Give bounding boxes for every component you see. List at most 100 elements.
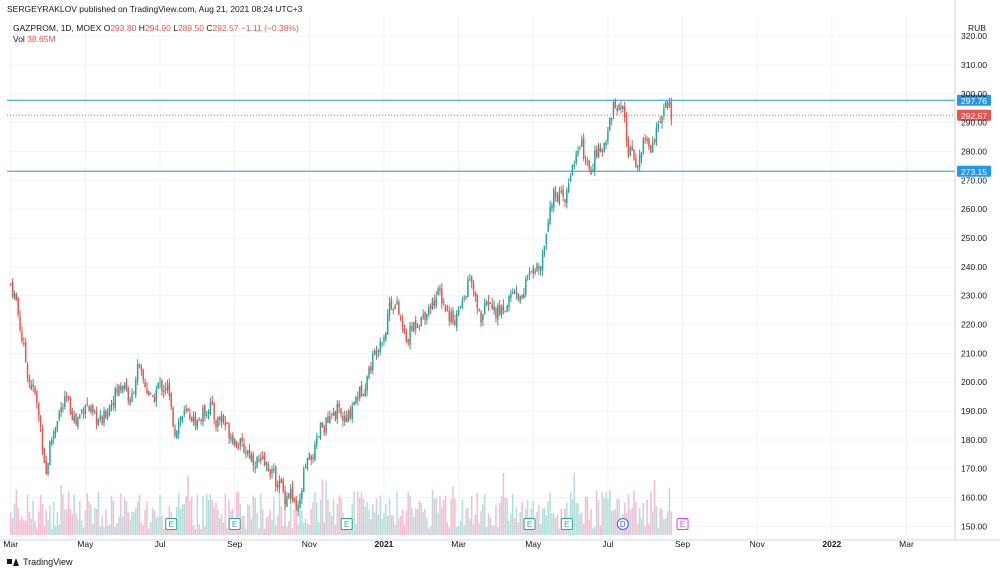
candle bbox=[254, 466, 256, 468]
candle bbox=[629, 147, 632, 155]
x-tick-label: Sep bbox=[675, 539, 690, 549]
support-price-tag bbox=[957, 165, 991, 177]
publisher-line: SERGEYRAKLOV published on TradingView.co… bbox=[7, 4, 303, 14]
volume-bar bbox=[189, 500, 191, 535]
candle bbox=[73, 415, 75, 422]
volume-bar bbox=[635, 501, 637, 535]
candle bbox=[644, 137, 646, 139]
y-tick-label: 250.00 bbox=[961, 233, 987, 243]
candle bbox=[319, 422, 322, 439]
volume-bar bbox=[161, 516, 163, 535]
candle bbox=[103, 410, 105, 423]
candle bbox=[664, 101, 667, 108]
candle bbox=[420, 317, 423, 326]
legend-symbol[interactable]: GAZPROM, 1D, MOEX bbox=[13, 23, 102, 33]
volume-bar bbox=[93, 507, 96, 535]
candle bbox=[566, 190, 568, 204]
volume-bar bbox=[360, 492, 363, 535]
volume-bar bbox=[407, 492, 409, 535]
y-tick-label: 270.00 bbox=[961, 175, 987, 185]
candle bbox=[607, 130, 609, 142]
candle bbox=[407, 339, 409, 343]
candle bbox=[541, 253, 544, 270]
volume-bar bbox=[427, 528, 430, 535]
candle bbox=[491, 303, 493, 310]
volume-bar bbox=[513, 518, 516, 535]
volume-bar bbox=[43, 525, 46, 535]
volume-bar bbox=[293, 509, 296, 535]
volume-bar bbox=[390, 515, 393, 535]
volume-bar bbox=[282, 525, 284, 535]
volume-bar bbox=[37, 511, 40, 535]
volume-bar bbox=[77, 519, 79, 535]
volume-bar bbox=[637, 523, 639, 535]
candle bbox=[400, 316, 402, 320]
candle bbox=[525, 279, 527, 295]
volume-bar bbox=[653, 479, 656, 535]
volume-bar bbox=[286, 526, 288, 535]
candle bbox=[164, 388, 167, 391]
volume-bar bbox=[418, 500, 421, 535]
candle bbox=[144, 382, 146, 387]
volume-bar bbox=[314, 491, 316, 535]
candle bbox=[34, 387, 36, 393]
volume-bar bbox=[149, 522, 152, 535]
x-tick-label: 2022 bbox=[822, 539, 841, 549]
candle bbox=[230, 436, 232, 440]
candle bbox=[71, 411, 74, 421]
volume-bar bbox=[316, 502, 318, 535]
candle bbox=[168, 383, 171, 396]
volume-bar bbox=[394, 524, 396, 535]
volume-bar bbox=[125, 500, 128, 535]
candle bbox=[95, 411, 98, 425]
volume-bar bbox=[595, 490, 598, 535]
volume-bar bbox=[569, 491, 572, 535]
volume-bar bbox=[431, 489, 434, 535]
volume-bar bbox=[280, 506, 283, 535]
event-marker-letter: D bbox=[620, 520, 626, 529]
candle bbox=[172, 407, 174, 427]
volume-bar bbox=[372, 504, 374, 535]
volume-bar bbox=[52, 501, 55, 535]
volume-bar bbox=[30, 518, 33, 535]
candle bbox=[364, 388, 367, 397]
candle bbox=[413, 322, 415, 332]
volume-bar bbox=[258, 528, 260, 535]
volume-bar bbox=[489, 517, 492, 535]
candle bbox=[435, 297, 437, 306]
volume-bar bbox=[357, 491, 359, 535]
y-tick-label: 290.00 bbox=[961, 118, 987, 128]
candle bbox=[304, 467, 307, 469]
footer-brand: TradingView bbox=[23, 557, 73, 567]
candle bbox=[648, 138, 650, 148]
candle bbox=[215, 421, 217, 428]
candle bbox=[99, 415, 102, 419]
candle bbox=[554, 191, 557, 197]
candle bbox=[627, 139, 630, 156]
candle bbox=[327, 416, 329, 423]
volume-bar bbox=[592, 528, 594, 535]
candle bbox=[398, 302, 400, 315]
volume-bar bbox=[34, 520, 36, 535]
candle bbox=[362, 394, 365, 396]
candle bbox=[217, 417, 219, 427]
candle bbox=[194, 416, 197, 426]
volume-bar bbox=[58, 524, 61, 535]
tradingview-footer[interactable]: TradingView bbox=[7, 557, 73, 567]
volume-bar bbox=[62, 494, 64, 535]
volume-bar bbox=[603, 498, 605, 535]
candle bbox=[381, 343, 383, 345]
candle bbox=[646, 138, 648, 141]
candle bbox=[523, 294, 525, 298]
event-marker-letter: E bbox=[344, 520, 349, 529]
candle bbox=[511, 292, 514, 294]
candle bbox=[338, 403, 340, 408]
volume-bar bbox=[579, 514, 581, 535]
candle bbox=[17, 297, 19, 315]
volume-bar bbox=[422, 511, 424, 535]
candle bbox=[504, 310, 507, 312]
volume-bar bbox=[179, 508, 182, 535]
